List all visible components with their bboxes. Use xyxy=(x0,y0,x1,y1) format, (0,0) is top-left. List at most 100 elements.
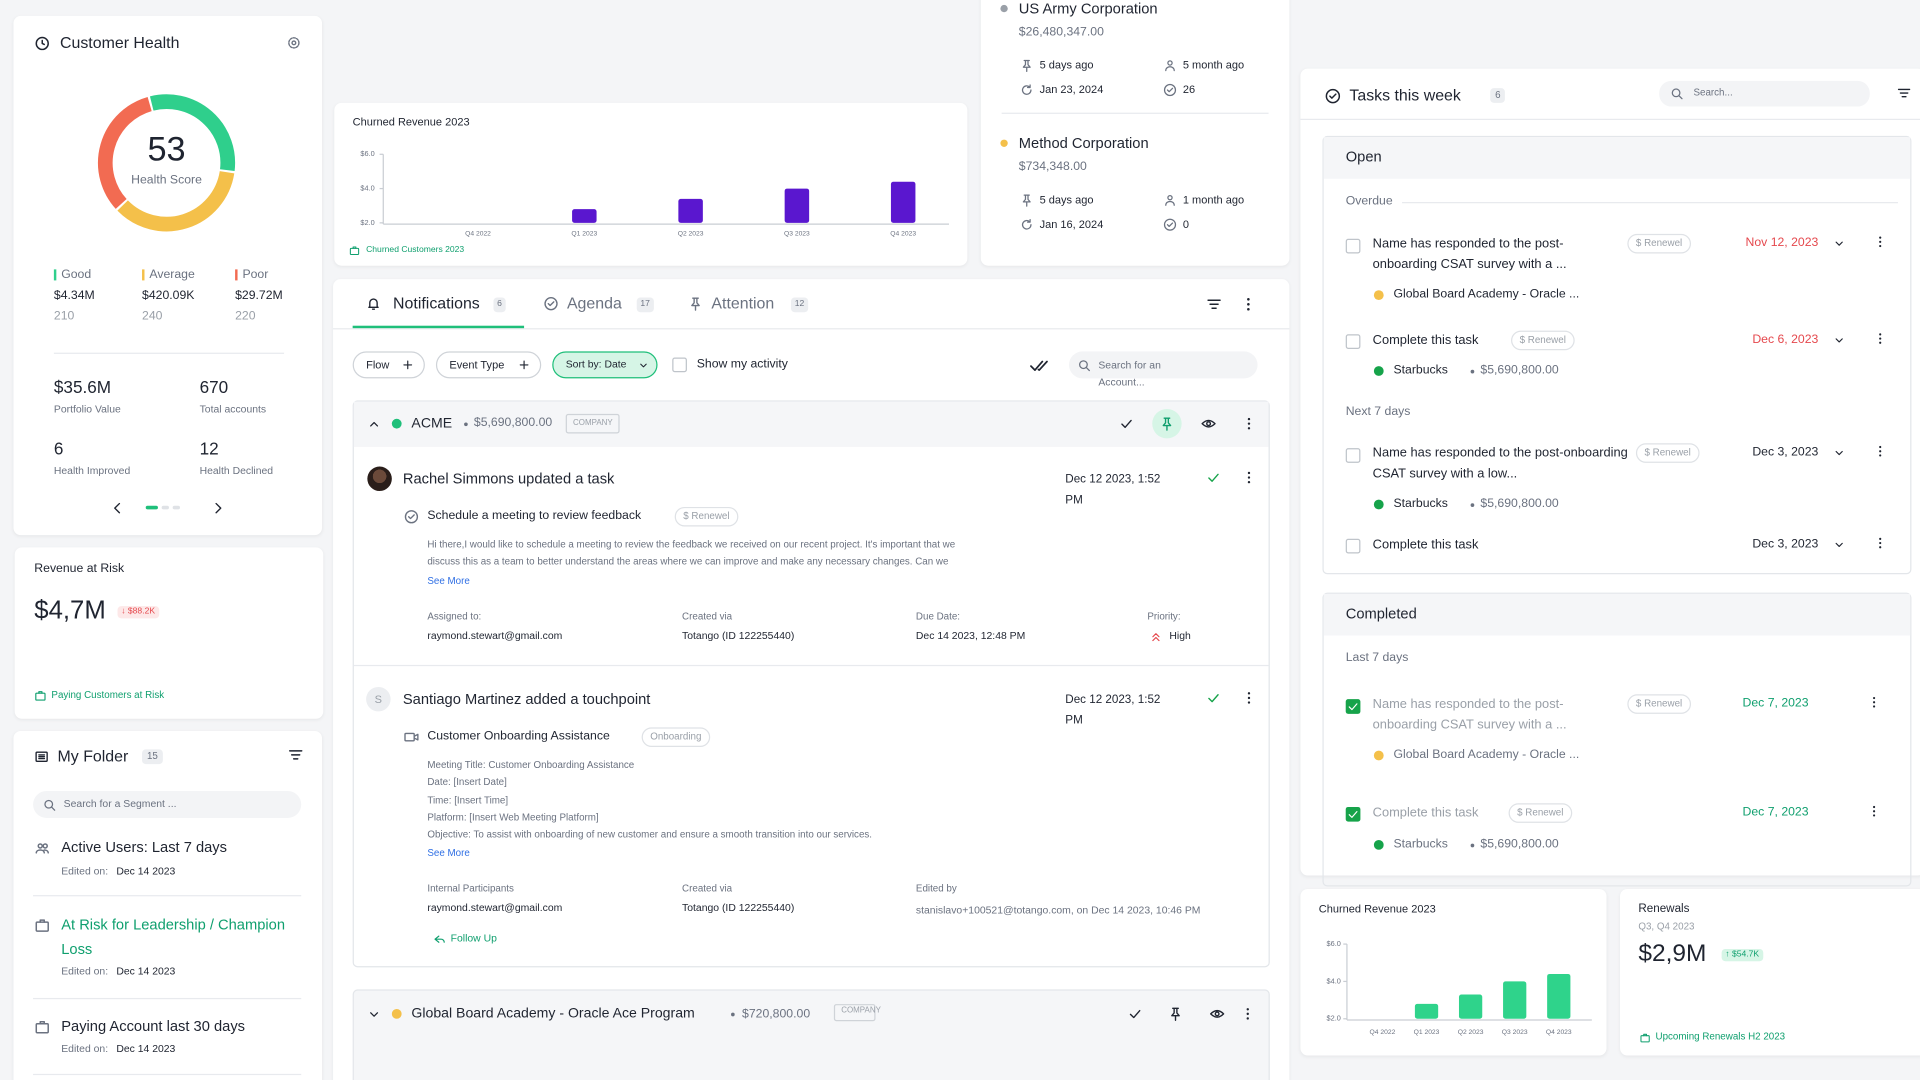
filter-icon[interactable] xyxy=(287,746,303,762)
task-text[interactable]: Complete this task xyxy=(1372,333,1479,348)
down-icon[interactable] xyxy=(1833,539,1845,551)
pin-icon[interactable] xyxy=(1160,416,1175,431)
account-search[interactable] xyxy=(1068,351,1258,379)
video-icon xyxy=(404,732,419,742)
stat-value: 12 xyxy=(199,438,219,459)
kebab-icon[interactable] xyxy=(1242,691,1257,706)
see-more-link[interactable]: See More xyxy=(427,575,470,588)
segment-value: $420.09K xyxy=(142,288,195,303)
pin-icon[interactable] xyxy=(1168,1007,1183,1022)
legend-swatch xyxy=(53,269,57,281)
check-icon[interactable] xyxy=(1128,1007,1143,1022)
filter-icon[interactable] xyxy=(1897,86,1912,101)
task-text[interactable]: Complete this task xyxy=(1372,537,1479,553)
eye-icon[interactable] xyxy=(1201,416,1216,431)
kebab-icon[interactable] xyxy=(1873,234,1886,247)
kebab-icon[interactable] xyxy=(1240,1007,1255,1022)
account-name[interactable]: Global Board Academy - Oracle Ace Progra… xyxy=(411,1006,695,1022)
eye-icon[interactable] xyxy=(1210,1007,1225,1022)
kebab-icon[interactable] xyxy=(1242,416,1257,431)
kebab-icon[interactable] xyxy=(1242,470,1257,485)
down-icon[interactable] xyxy=(367,1007,380,1020)
task-text[interactable]: Complete this task xyxy=(1372,805,1479,821)
kebab-icon[interactable] xyxy=(1867,695,1880,708)
down-icon[interactable] xyxy=(1833,447,1845,459)
follow-up-link[interactable]: Follow Up xyxy=(450,931,497,945)
task-text[interactable]: Name has responded to the post-onboardin… xyxy=(1372,696,1567,732)
account-name[interactable]: US Army Corporation xyxy=(1018,0,1158,17)
count-badge: 15 xyxy=(142,749,163,765)
tab-count: 17 xyxy=(636,297,654,313)
risk-link[interactable]: Paying Customers at Risk xyxy=(51,689,165,701)
search-box[interactable] xyxy=(33,791,302,818)
customer-since: 1 month ago xyxy=(1182,193,1245,206)
notification-subject: Customer Onboarding Assistance xyxy=(427,729,610,744)
field-label: Internal Participants xyxy=(427,883,514,895)
divider xyxy=(1001,112,1269,114)
ccheck-icon[interactable] xyxy=(544,296,559,311)
legend-name: Good xyxy=(61,268,92,282)
company-badge: COMPANY xyxy=(565,413,621,434)
group-label: Overdue xyxy=(1345,194,1393,209)
gear-icon[interactable] xyxy=(287,36,302,51)
down-icon[interactable] xyxy=(1833,334,1845,346)
checkbox[interactable] xyxy=(1345,699,1361,714)
high-icon xyxy=(1152,633,1160,642)
up-icon[interactable] xyxy=(367,417,380,430)
event-filter[interactable] xyxy=(435,351,542,379)
dcheck-icon[interactable] xyxy=(1029,356,1048,374)
account-name[interactable]: ACME xyxy=(411,416,453,431)
task-text[interactable]: Name has responded to the post-onboardin… xyxy=(1372,236,1567,272)
sort-filter[interactable] xyxy=(552,351,658,379)
activity-label: Show my activity xyxy=(696,357,788,372)
status-dot xyxy=(1470,843,1474,847)
renewal-link[interactable]: Upcoming Renewals H2 2023 xyxy=(1655,1031,1786,1043)
notification-headline[interactable]: Rachel Simmons updated a task xyxy=(402,469,615,487)
notification-headline[interactable]: Santiago Martinez added a touchpoint xyxy=(402,690,651,708)
task-search[interactable] xyxy=(1659,80,1870,107)
check-icon[interactable] xyxy=(1119,416,1134,431)
down-icon[interactable] xyxy=(1833,238,1845,250)
left-icon[interactable] xyxy=(110,501,125,516)
segment-name[interactable]: Paying Account last 30 days xyxy=(61,1017,246,1035)
status-dot xyxy=(730,1012,735,1016)
divider xyxy=(1402,202,1898,204)
segment-count: 240 xyxy=(142,309,163,324)
see-more-link[interactable]: See More xyxy=(427,847,470,859)
filter-icon[interactable] xyxy=(1206,296,1222,312)
field-label: Assigned to: xyxy=(427,611,482,623)
check-icon[interactable] xyxy=(1206,470,1221,485)
kebab-icon[interactable] xyxy=(1240,296,1256,312)
company-badge: COMPANY xyxy=(833,1004,881,1022)
kebab-icon[interactable] xyxy=(1873,444,1886,457)
flow-filter[interactable] xyxy=(352,351,425,379)
tab-label[interactable]: Agenda xyxy=(566,293,622,313)
health-icon xyxy=(34,36,49,50)
notification-body: discuss this as a team to better underst… xyxy=(427,556,949,568)
search-icon xyxy=(43,799,55,811)
account-name[interactable]: Method Corporation xyxy=(1018,134,1149,152)
kebab-icon[interactable] xyxy=(1873,536,1886,549)
checkbox[interactable] xyxy=(1345,538,1361,554)
section-title: Completed xyxy=(1345,604,1417,622)
kebab-icon[interactable] xyxy=(1867,804,1880,817)
kebab-icon[interactable] xyxy=(1873,331,1886,344)
card-title: Renewals xyxy=(1638,902,1690,917)
bell-icon[interactable] xyxy=(366,296,381,311)
checkbox[interactable] xyxy=(672,357,687,373)
checkbox[interactable] xyxy=(1345,448,1361,463)
checkbox[interactable] xyxy=(1345,334,1361,349)
tab-label[interactable]: Attention xyxy=(711,293,775,313)
check-icon[interactable] xyxy=(1206,691,1221,706)
segment-name[interactable]: Active Users: Last 7 days xyxy=(61,838,228,856)
checkbox[interactable] xyxy=(1345,238,1361,254)
down-icon xyxy=(639,363,647,367)
tab-label[interactable]: Notifications xyxy=(393,293,480,313)
segment-name[interactable]: At Risk for Leadership / Champion Loss xyxy=(61,915,286,958)
checkbox[interactable] xyxy=(1345,806,1361,822)
right-icon[interactable] xyxy=(211,501,226,516)
notification-body: Date: [Insert Date] xyxy=(427,776,507,788)
task-text[interactable]: Name has responded to the post-onboardin… xyxy=(1372,445,1628,481)
pin-icon[interactable] xyxy=(688,296,703,311)
task-section xyxy=(1322,592,1912,887)
